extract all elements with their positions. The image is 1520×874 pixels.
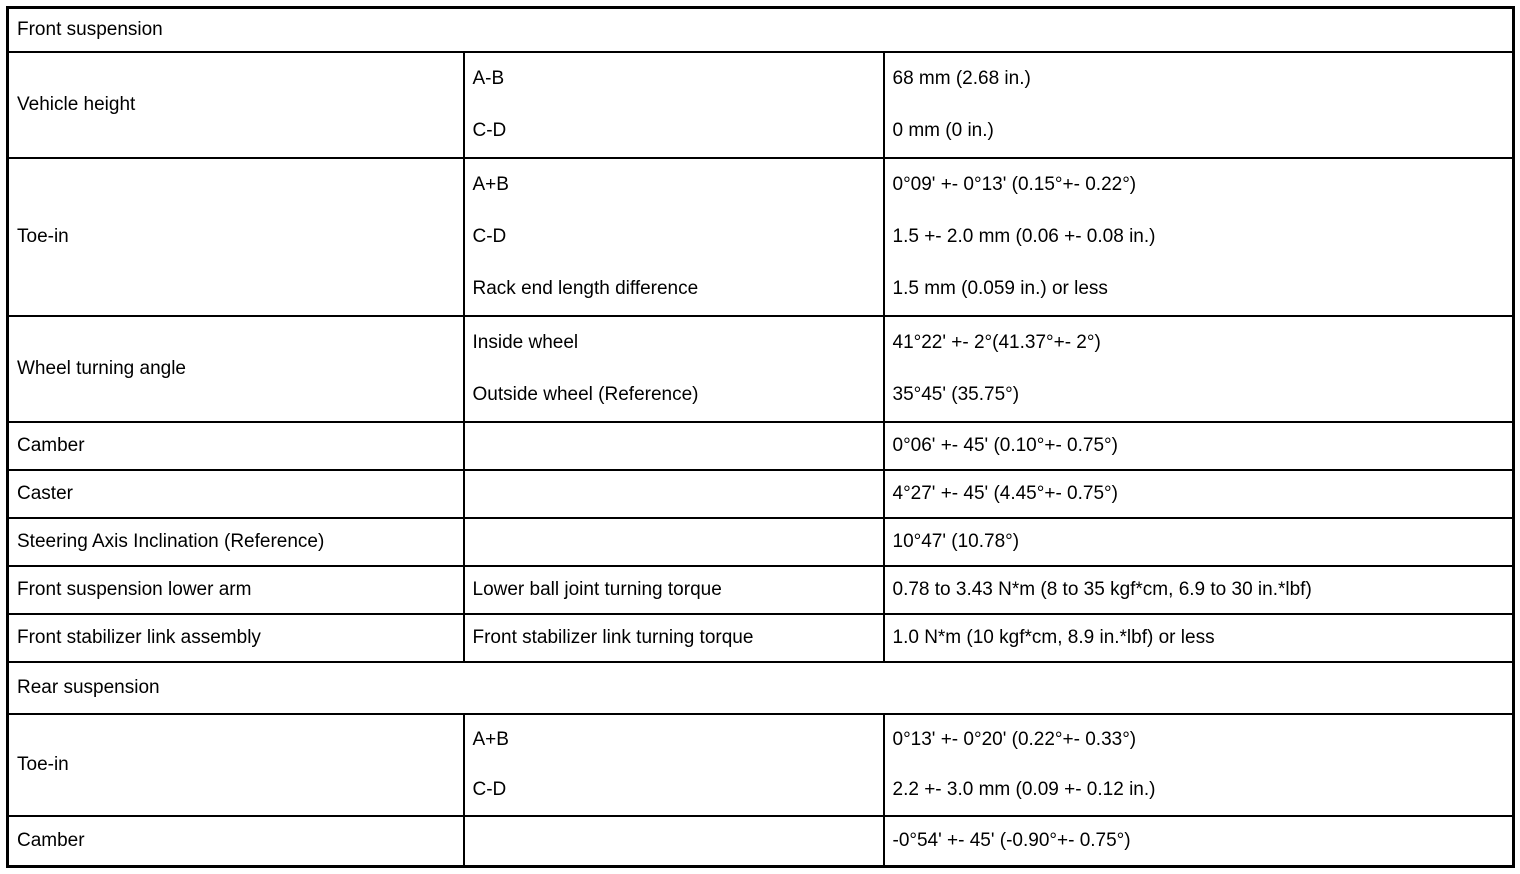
- param-label: Front stabilizer link turning torque: [472, 626, 754, 648]
- spec-value: 0°13' +- 0°20' (0.22°+- 0.33°): [892, 728, 1137, 750]
- value-cell: 1.0 N*m (10 kgf*cm, 8.9 in.*lbf) or less: [882, 613, 1515, 663]
- param-label: A+B: [472, 173, 509, 195]
- row-label: Toe-in: [6, 713, 465, 817]
- param-label: A-B: [472, 67, 505, 89]
- spec-value: 0°06' +- 45' (0.10°+- 0.75°): [892, 434, 1118, 456]
- spec-value: 35°45' (35.75°): [892, 383, 1020, 405]
- value-cell: 0.78 to 3.43 N*m (8 to 35 kgf*cm, 6.9 to…: [882, 565, 1515, 615]
- spec-value: 1.0 N*m (10 kgf*cm, 8.9 in.*lbf) or less: [892, 626, 1215, 648]
- param-cell: [462, 815, 885, 868]
- value-cell: 41°22' +- 2°(41.37°+- 2°) 35°45' (35.75°…: [882, 315, 1515, 423]
- section-row-front-suspension: Front suspension: [6, 6, 1515, 53]
- table-row-steering-axis-inclination: Steering Axis Inclination (Reference) 10…: [6, 517, 1515, 567]
- param-cell: [462, 421, 885, 471]
- param-cell: Inside wheel Outside wheel (Reference): [462, 315, 885, 423]
- table-row-toe-in-front: Toe-in A+B C-D Rack end length differenc…: [6, 157, 1515, 317]
- section-title: Front suspension: [6, 6, 1515, 53]
- spec-value: 0°09' +- 0°13' (0.15°+- 0.22°): [892, 173, 1137, 195]
- row-label: Vehicle height: [6, 51, 465, 159]
- row-label: Front suspension lower arm: [6, 565, 465, 615]
- param-label: Lower ball joint turning torque: [472, 578, 722, 600]
- row-label: Steering Axis Inclination (Reference): [6, 517, 465, 567]
- spec-value: -0°54' +- 45' (-0.90°+- 0.75°): [892, 829, 1131, 851]
- param-cell: [462, 469, 885, 519]
- param-label: Outside wheel (Reference): [472, 383, 699, 405]
- value-cell: 68 mm (2.68 in.) 0 mm (0 in.): [882, 51, 1515, 159]
- value-cell: 0°13' +- 0°20' (0.22°+- 0.33°) 2.2 +- 3.…: [882, 713, 1515, 817]
- param-label: A+B: [472, 728, 509, 750]
- table-row-toe-in-rear: Toe-in A+B C-D 0°13' +- 0°20' (0.22°+- 0…: [6, 713, 1515, 817]
- suspension-spec-table: Front suspension Vehicle height A-B C-D …: [6, 6, 1516, 868]
- param-cell: [462, 517, 885, 567]
- table-row-vehicle-height: Vehicle height A-B C-D 68 mm (2.68 in.) …: [6, 51, 1515, 159]
- spec-value: 10°47' (10.78°): [892, 530, 1020, 552]
- param-label: Inside wheel: [472, 331, 579, 353]
- row-label: Front stabilizer link assembly: [6, 613, 465, 663]
- param-cell: Front stabilizer link turning torque: [462, 613, 885, 663]
- spec-value: 1.5 +- 2.0 mm (0.06 +- 0.08 in.): [892, 225, 1156, 247]
- value-cell: -0°54' +- 45' (-0.90°+- 0.75°): [882, 815, 1515, 868]
- param-cell: A+B C-D Rack end length difference: [462, 157, 885, 317]
- section-title: Rear suspension: [6, 661, 1515, 715]
- table-row-wheel-turning-angle: Wheel turning angle Inside wheel Outside…: [6, 315, 1515, 423]
- table-row-front-suspension-lower-arm: Front suspension lower arm Lower ball jo…: [6, 565, 1515, 615]
- param-cell: A-B C-D: [462, 51, 885, 159]
- row-label: Caster: [6, 469, 465, 519]
- param-label: [466, 444, 882, 448]
- spec-value: 68 mm (2.68 in.): [892, 67, 1031, 89]
- param-label: [466, 492, 882, 496]
- row-label: Toe-in: [6, 157, 465, 317]
- param-label: C-D: [472, 225, 507, 247]
- spec-value: 4°27' +- 45' (4.45°+- 0.75°): [892, 482, 1118, 504]
- spec-value: 1.5 mm (0.059 in.) or less: [892, 277, 1108, 299]
- row-label: Camber: [6, 421, 465, 471]
- table-row-caster: Caster 4°27' +- 45' (4.45°+- 0.75°): [6, 469, 1515, 519]
- value-cell: 4°27' +- 45' (4.45°+- 0.75°): [882, 469, 1515, 519]
- row-label: Wheel turning angle: [6, 315, 465, 423]
- spec-value: 41°22' +- 2°(41.37°+- 2°): [892, 331, 1101, 353]
- param-label: C-D: [472, 119, 507, 141]
- value-cell: 0°09' +- 0°13' (0.15°+- 0.22°) 1.5 +- 2.…: [882, 157, 1515, 317]
- table-row-front-stabilizer-link: Front stabilizer link assembly Front sta…: [6, 613, 1515, 663]
- param-label: C-D: [472, 778, 507, 800]
- section-row-rear-suspension: Rear suspension: [6, 661, 1515, 715]
- row-label: Camber: [6, 815, 465, 868]
- spec-value: 0.78 to 3.43 N*m (8 to 35 kgf*cm, 6.9 to…: [892, 578, 1312, 600]
- param-label: [466, 540, 882, 544]
- param-cell: A+B C-D: [462, 713, 885, 817]
- spec-value: 2.2 +- 3.0 mm (0.09 +- 0.12 in.): [892, 778, 1156, 800]
- param-label: Rack end length difference: [472, 277, 699, 299]
- param-cell: Lower ball joint turning torque: [462, 565, 885, 615]
- table-row-camber-rear: Camber -0°54' +- 45' (-0.90°+- 0.75°): [6, 815, 1515, 868]
- value-cell: 0°06' +- 45' (0.10°+- 0.75°): [882, 421, 1515, 471]
- param-label: [466, 839, 882, 843]
- table-row-camber-front: Camber 0°06' +- 45' (0.10°+- 0.75°): [6, 421, 1515, 471]
- value-cell: 10°47' (10.78°): [882, 517, 1515, 567]
- spec-value: 0 mm (0 in.): [892, 119, 994, 141]
